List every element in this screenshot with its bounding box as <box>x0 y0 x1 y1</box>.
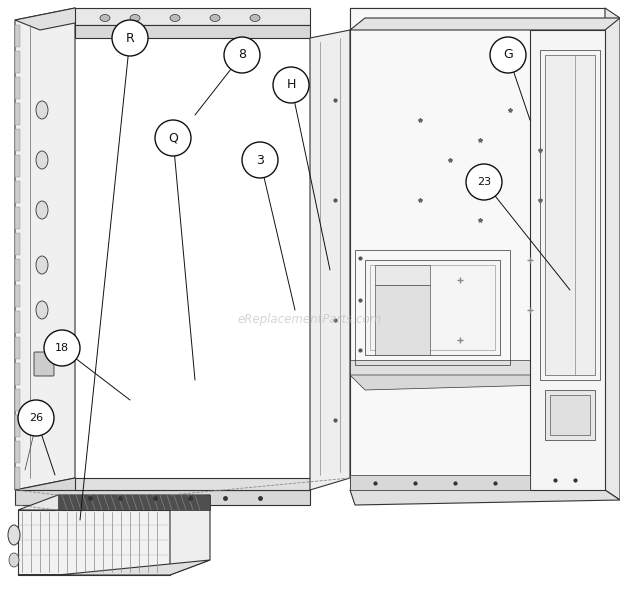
Polygon shape <box>375 265 430 285</box>
Polygon shape <box>15 337 20 359</box>
Ellipse shape <box>36 101 48 119</box>
Circle shape <box>273 67 309 103</box>
Ellipse shape <box>210 15 220 21</box>
Polygon shape <box>75 8 310 25</box>
Ellipse shape <box>250 15 260 21</box>
Polygon shape <box>310 30 350 490</box>
Polygon shape <box>15 389 20 411</box>
Ellipse shape <box>36 151 48 169</box>
Polygon shape <box>15 259 20 281</box>
Polygon shape <box>15 467 20 489</box>
Polygon shape <box>365 260 500 355</box>
Polygon shape <box>375 285 430 355</box>
Polygon shape <box>15 415 20 437</box>
Polygon shape <box>170 495 210 575</box>
Polygon shape <box>605 8 620 500</box>
Polygon shape <box>15 8 100 30</box>
Circle shape <box>155 120 191 156</box>
Text: 3: 3 <box>256 153 264 166</box>
Polygon shape <box>545 55 595 375</box>
Circle shape <box>112 20 148 56</box>
Text: 8: 8 <box>238 49 246 62</box>
Ellipse shape <box>36 201 48 219</box>
Polygon shape <box>75 25 310 38</box>
Circle shape <box>242 142 278 178</box>
Ellipse shape <box>8 525 20 545</box>
Ellipse shape <box>170 15 180 21</box>
Polygon shape <box>15 8 75 490</box>
Polygon shape <box>18 510 170 575</box>
Circle shape <box>44 330 80 366</box>
Circle shape <box>224 37 260 73</box>
Text: R: R <box>126 32 135 44</box>
Polygon shape <box>15 155 20 177</box>
Polygon shape <box>350 8 605 490</box>
Polygon shape <box>15 103 20 125</box>
Ellipse shape <box>36 301 48 319</box>
Polygon shape <box>15 51 20 73</box>
Circle shape <box>490 37 526 73</box>
Polygon shape <box>58 495 210 510</box>
Polygon shape <box>15 207 20 229</box>
Polygon shape <box>15 25 20 47</box>
Text: G: G <box>503 49 513 62</box>
Polygon shape <box>550 395 590 435</box>
Polygon shape <box>350 490 620 505</box>
Polygon shape <box>350 375 545 390</box>
Polygon shape <box>545 390 595 440</box>
Polygon shape <box>15 285 20 307</box>
Circle shape <box>18 400 54 436</box>
Polygon shape <box>15 490 310 505</box>
Polygon shape <box>15 77 20 99</box>
Polygon shape <box>15 311 20 333</box>
Polygon shape <box>15 129 20 151</box>
Ellipse shape <box>9 553 19 567</box>
Ellipse shape <box>36 256 48 274</box>
Polygon shape <box>530 30 605 490</box>
Polygon shape <box>18 560 210 575</box>
Polygon shape <box>15 181 20 203</box>
Text: 23: 23 <box>477 177 491 187</box>
Text: eReplacementParts.com: eReplacementParts.com <box>238 314 382 326</box>
Polygon shape <box>75 478 310 490</box>
Polygon shape <box>15 441 20 463</box>
FancyBboxPatch shape <box>34 352 54 376</box>
Ellipse shape <box>100 15 110 21</box>
Text: 18: 18 <box>55 343 69 353</box>
Polygon shape <box>18 495 210 510</box>
Polygon shape <box>350 360 530 375</box>
Circle shape <box>466 164 502 200</box>
Polygon shape <box>15 363 20 385</box>
Text: H: H <box>286 79 296 91</box>
Polygon shape <box>350 475 530 490</box>
Polygon shape <box>350 18 620 30</box>
Polygon shape <box>15 478 100 500</box>
Text: Q: Q <box>168 132 178 144</box>
Polygon shape <box>15 233 20 255</box>
Ellipse shape <box>130 15 140 21</box>
Text: 26: 26 <box>29 413 43 423</box>
Polygon shape <box>350 8 605 30</box>
